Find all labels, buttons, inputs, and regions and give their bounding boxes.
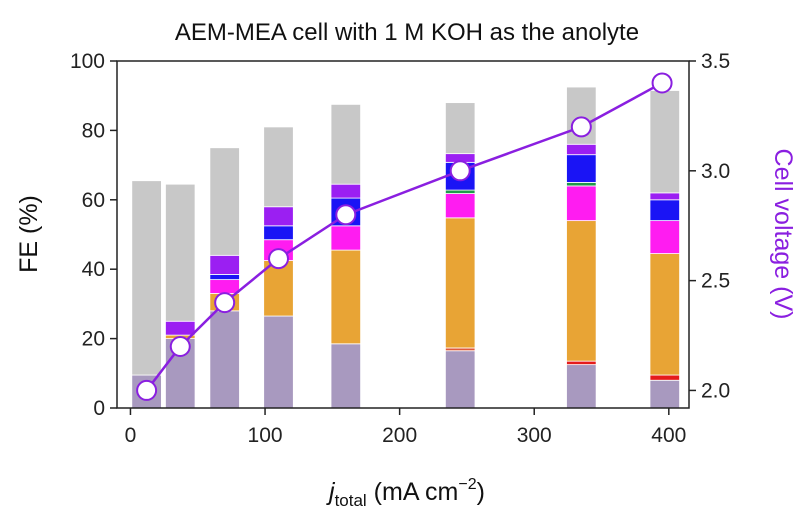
voltage-point-3 [268, 248, 290, 270]
y2-tick-label-2.0: 2.0 [701, 379, 730, 402]
x-axis-label-close: ) [477, 478, 485, 506]
voltage-point-5 [449, 160, 471, 182]
y2-tick-label-2.5: 2.5 [701, 270, 730, 293]
x-tick-label-0: 0 [125, 424, 137, 447]
bar-5-segment-4 [444, 189, 476, 194]
bar-2-segment-3 [209, 273, 240, 281]
bar-7-segment-1 [649, 374, 680, 381]
bar-6-segment-3 [566, 185, 597, 222]
voltage-point-0 [136, 379, 158, 401]
bar-7-segment-3 [649, 220, 680, 254]
bar-7-segment-2 [649, 253, 680, 376]
y-tick-label-0: 0 [93, 397, 105, 420]
x-axis-label-sup: −2 [458, 476, 476, 493]
bar-2-segment-2 [209, 279, 240, 294]
bar-0-segment-1 [131, 180, 162, 376]
x-axis-label: jtotal (mA cm−2) [326, 476, 485, 510]
bar-2-segment-0 [209, 310, 240, 409]
plot-frame [116, 60, 690, 409]
bar-3-segment-0 [263, 315, 294, 409]
x-tick-label-100: 100 [248, 424, 283, 447]
bar-5-segment-0 [444, 350, 476, 409]
bar-7-segment-0 [649, 379, 680, 409]
voltage-point-1 [169, 336, 191, 358]
bar-2-segment-4 [209, 254, 240, 275]
bar-4-segment-5 [330, 103, 362, 185]
bar-3-segment-1 [263, 260, 294, 317]
y-axis-label: FE (%) [15, 195, 43, 273]
bar-1-segment-3 [165, 183, 196, 322]
bar-4-segment-0 [330, 343, 362, 409]
x-tick-label-200: 200 [382, 424, 417, 447]
bar-6-segment-5 [566, 154, 597, 183]
y-tick-label-20: 20 [82, 328, 105, 351]
axes-layer: 0 20 40 60 80 100 2.0 2.5 3.0 3.5 0 100 200 300 400 [70, 50, 730, 447]
bar-7-segment-4 [649, 199, 680, 222]
x-tick-label-400: 400 [651, 424, 686, 447]
voltage-point-2 [214, 292, 236, 314]
bar-5-segment-7 [444, 102, 476, 155]
x-axis-label-sub: total [335, 491, 367, 510]
voltage-point-4 [335, 204, 357, 226]
voltage-point-7 [651, 72, 673, 94]
bar-6-segment-4 [566, 182, 597, 187]
y2-axis-label: Cell voltage (V) [769, 149, 797, 320]
bar-1-segment-2 [165, 320, 196, 336]
y-tick-label-100: 100 [70, 50, 105, 73]
y-tick-label-80: 80 [82, 119, 105, 142]
bar-4-segment-4 [330, 183, 362, 199]
y-tick-label-60: 60 [82, 189, 105, 212]
y2-tick-label-3.5: 3.5 [701, 50, 730, 73]
bar-6-segment-2 [566, 220, 597, 362]
bar-2-segment-5 [209, 147, 240, 256]
bar-6-segment-0 [566, 364, 597, 409]
bars-layer [131, 86, 680, 409]
bar-3-segment-4 [263, 206, 294, 227]
bar-4-segment-2 [330, 225, 362, 251]
y2-tick-label-3.0: 3.0 [701, 160, 730, 183]
bar-6-segment-6 [566, 143, 597, 156]
voltage-series [136, 72, 673, 401]
bar-3-segment-3 [263, 225, 294, 241]
bar-5-segment-3 [444, 193, 476, 219]
x-axis-label-main: j [326, 478, 336, 506]
bar-4-segment-1 [330, 249, 362, 345]
x-axis-label-unit: (mA cm [367, 478, 459, 506]
y-tick-label-40: 40 [82, 258, 105, 281]
bar-5-segment-2 [444, 217, 476, 349]
bar-6-segment-1 [566, 360, 597, 366]
chart-title: AEM-MEA cell with 1 M KOH as the anolyte [175, 19, 639, 46]
bar-3-segment-5 [263, 126, 294, 208]
bar-7-segment-5 [649, 192, 680, 201]
bar-5-segment-1 [444, 347, 476, 352]
bar-7-segment-6 [649, 90, 680, 194]
voltage-point-6 [570, 116, 592, 138]
x-tick-label-300: 300 [517, 424, 552, 447]
